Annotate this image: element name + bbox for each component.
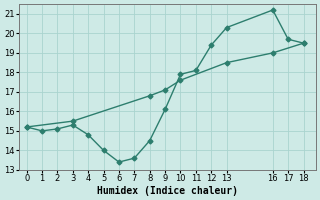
X-axis label: Humidex (Indice chaleur): Humidex (Indice chaleur) [97, 186, 238, 196]
